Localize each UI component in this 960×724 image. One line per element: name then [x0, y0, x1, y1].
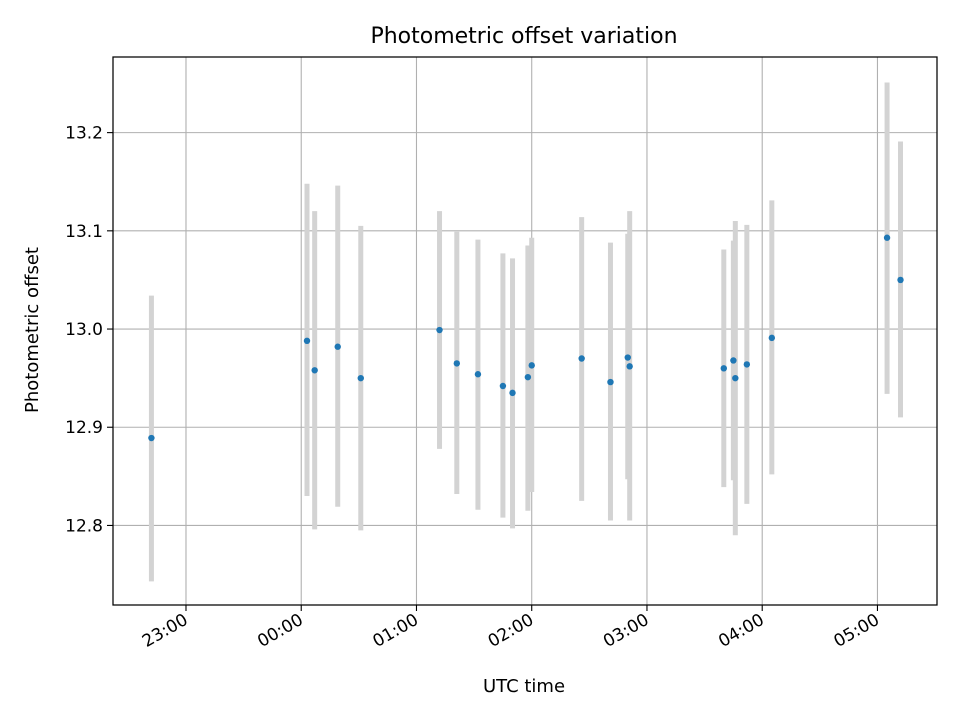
data-point	[720, 365, 727, 372]
errorbar-layer	[148, 82, 904, 582]
x-tick-label: 02:00	[485, 610, 537, 652]
y-tick-label: 12.9	[65, 418, 103, 438]
x-tick-label: 01:00	[370, 610, 422, 652]
data-point	[743, 361, 751, 368]
x-axis-label: UTC time	[483, 676, 565, 697]
y-tick-label: 13.0	[65, 320, 103, 340]
data-point	[528, 362, 535, 369]
y-axis-ticks: 12.8 12.9 13.0 13.1 13.2	[65, 124, 113, 536]
x-tick-label: 04:00	[715, 610, 767, 652]
data-point	[626, 363, 633, 370]
data-point	[624, 354, 631, 361]
x-tick-label: 23:00	[139, 610, 191, 652]
y-tick-label: 13.2	[65, 124, 103, 144]
data-point	[334, 343, 341, 350]
data-point	[509, 389, 516, 397]
data-point	[732, 374, 739, 382]
data-point	[474, 371, 482, 378]
data-point	[768, 334, 776, 342]
point-layer	[148, 234, 904, 442]
data-point	[578, 355, 585, 362]
data-point	[524, 373, 532, 381]
data-point	[607, 378, 614, 386]
data-point	[897, 276, 904, 284]
x-axis-ticks: 23:00 00:00 01:00 02:00 03:00 04:00 05:00	[139, 605, 883, 652]
chart-title: Photometric offset variation	[370, 24, 677, 49]
data-point	[311, 367, 318, 374]
plot-frame	[112, 56, 938, 606]
data-point	[499, 382, 507, 390]
y-axis-label: Photometric offset	[22, 247, 43, 413]
data-point	[357, 374, 364, 382]
grid-layer	[113, 57, 937, 605]
x-tick-label: 00:00	[254, 610, 306, 652]
data-point	[303, 337, 311, 345]
data-point	[436, 326, 443, 334]
data-point	[453, 360, 461, 367]
y-tick-label: 12.8	[65, 516, 103, 536]
data-point	[883, 234, 891, 241]
x-tick-label: 03:00	[600, 610, 652, 652]
data-point	[148, 434, 155, 442]
y-tick-label: 13.1	[65, 222, 103, 242]
x-tick-label: 05:00	[831, 610, 883, 652]
data-point	[730, 357, 737, 364]
